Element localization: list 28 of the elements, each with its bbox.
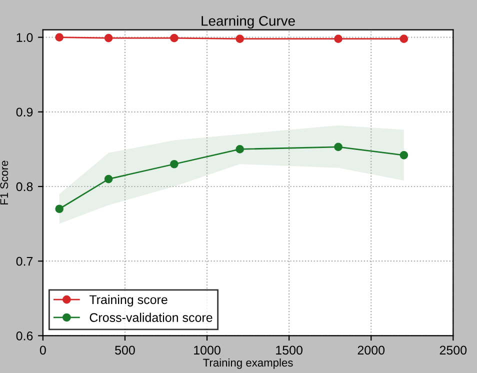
y-axis-title: F1 Score [0,160,8,204]
x-tick-label: 1000 [194,346,220,355]
x-tick-label: 2000 [358,346,385,355]
x-tick-label: 1500 [276,346,302,355]
y-tick-label: 0.7 [16,256,33,266]
point [334,34,342,43]
x-tick-label: 2500 [440,346,467,355]
x-tick-label: 500 [115,346,135,355]
point [170,34,178,42]
x-tick-label: 0 [40,346,46,355]
point [236,145,244,154]
x-axis-title: Training examples [203,358,293,369]
chart-title: Learning Curve [202,16,295,29]
legend-label: Training score [89,294,168,307]
y-tick-label: 0.6 [16,332,33,340]
point [400,151,408,160]
point [236,34,244,43]
legend-label: Cross-validation score [90,312,212,322]
point [334,142,342,152]
point [170,160,178,168]
y-tick-label: 0.8 [16,182,33,192]
point [104,34,113,42]
point [55,33,64,42]
y-tick-label: 0.9 [16,108,33,117]
point [55,204,64,214]
point [400,34,408,43]
y-tick-label: 1.0 [16,33,33,42]
point [104,174,113,184]
